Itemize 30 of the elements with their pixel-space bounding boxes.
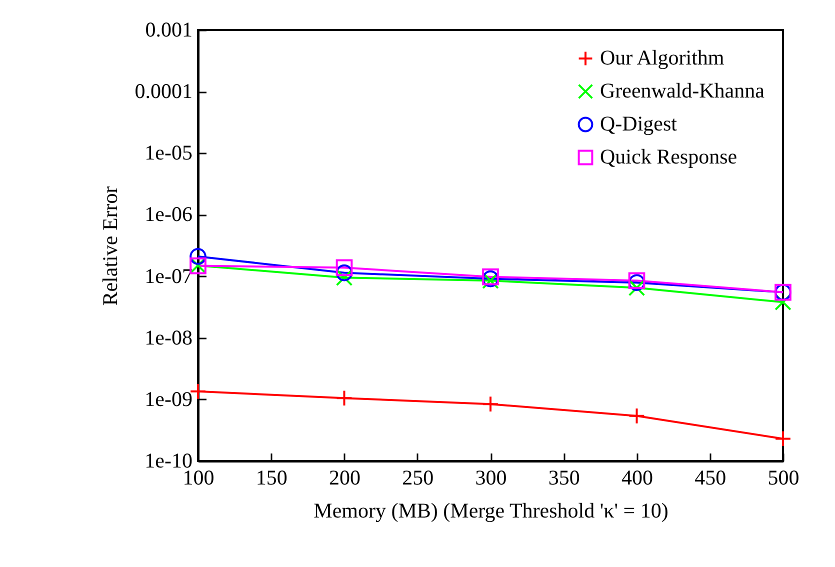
legend-label: Quick Response bbox=[600, 144, 738, 168]
point bbox=[774, 294, 792, 311]
legend-label: Our Algorithm bbox=[600, 46, 724, 70]
y-tick-label: 0.001 bbox=[145, 18, 192, 42]
x-tick-label: 250 bbox=[402, 466, 434, 490]
y-tick-label: 1e-06 bbox=[144, 202, 192, 226]
point bbox=[482, 396, 499, 413]
y-tick-label: 1e-09 bbox=[144, 386, 192, 411]
point bbox=[774, 430, 792, 448]
x-tick-label: 350 bbox=[548, 466, 580, 490]
x-tick-label: 400 bbox=[622, 466, 653, 490]
y-tick-label: 1e-07 bbox=[144, 264, 192, 288]
x-tick-label: 450 bbox=[694, 466, 726, 490]
legend-label: Greenwald-Khanna bbox=[600, 78, 766, 102]
y-tick-label: 1e-05 bbox=[144, 140, 192, 165]
x-tick-label: 300 bbox=[475, 466, 507, 490]
point bbox=[336, 269, 353, 286]
y-tick-label: 0.0001 bbox=[134, 79, 192, 104]
point bbox=[336, 259, 353, 276]
point bbox=[628, 407, 646, 424]
legend-label: Q-Digest bbox=[600, 112, 678, 136]
x-tick-label: 500 bbox=[768, 466, 800, 490]
x-tick-label: 200 bbox=[329, 466, 360, 490]
point bbox=[190, 248, 206, 265]
y-axis-title: Relative Error bbox=[98, 186, 122, 306]
y-tick-label: 1e-08 bbox=[144, 325, 192, 350]
x-tick-label: 150 bbox=[256, 466, 288, 490]
point bbox=[628, 279, 646, 296]
point bbox=[336, 390, 353, 407]
x-axis-title: Memory (MB) (Merge Threshold 'κ' = 10) bbox=[314, 498, 668, 522]
